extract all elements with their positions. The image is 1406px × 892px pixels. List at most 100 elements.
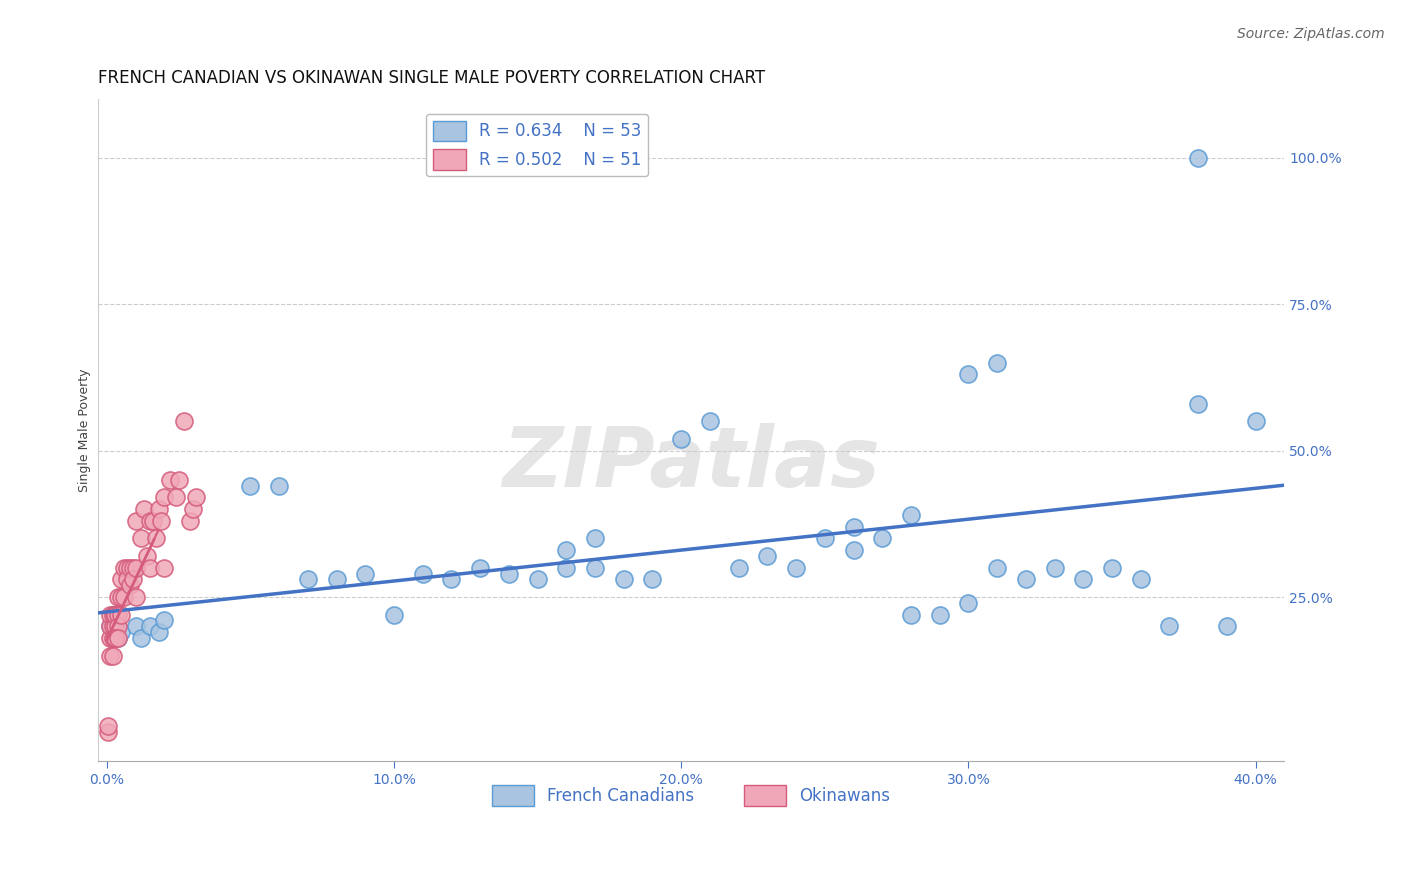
Point xyxy=(110,573,132,587)
Point xyxy=(121,561,143,575)
Point xyxy=(184,491,207,505)
Point xyxy=(121,573,143,587)
Point xyxy=(727,561,749,575)
Point xyxy=(101,631,124,645)
Point xyxy=(101,648,124,663)
Point xyxy=(124,561,146,575)
Point xyxy=(1101,561,1123,575)
Point xyxy=(526,573,548,587)
Point xyxy=(555,543,578,558)
Point xyxy=(107,631,129,645)
Point xyxy=(104,607,127,622)
Point xyxy=(842,520,865,534)
Point xyxy=(153,614,176,628)
Point xyxy=(107,631,129,645)
Point xyxy=(148,502,170,516)
Text: Source: ZipAtlas.com: Source: ZipAtlas.com xyxy=(1237,27,1385,41)
Point xyxy=(148,625,170,640)
Point xyxy=(269,479,291,493)
Point xyxy=(1159,619,1181,633)
Point xyxy=(671,432,693,446)
Point xyxy=(124,514,146,528)
Point xyxy=(986,356,1008,370)
Point xyxy=(112,590,135,604)
Point xyxy=(325,573,347,587)
Point xyxy=(440,573,463,587)
Point xyxy=(957,368,980,382)
Point xyxy=(900,607,922,622)
Point xyxy=(112,561,135,575)
Point xyxy=(181,502,204,516)
Point xyxy=(129,631,152,645)
Point xyxy=(97,719,120,733)
Point xyxy=(555,561,578,575)
Point xyxy=(842,543,865,558)
Point xyxy=(98,607,121,622)
Point xyxy=(1015,573,1038,587)
Point xyxy=(167,473,190,487)
Legend: French Canadians, Okinawans: French Canadians, Okinawans xyxy=(485,779,897,813)
Point xyxy=(104,619,127,633)
Point xyxy=(1129,573,1152,587)
Point xyxy=(110,590,132,604)
Point xyxy=(814,532,837,546)
Point xyxy=(104,631,127,645)
Point xyxy=(142,514,165,528)
Point xyxy=(641,573,664,587)
Point xyxy=(134,502,156,516)
Text: FRENCH CANADIAN VS OKINAWAN SINGLE MALE POVERTY CORRELATION CHART: FRENCH CANADIAN VS OKINAWAN SINGLE MALE … xyxy=(98,69,765,87)
Point xyxy=(159,473,181,487)
Point xyxy=(139,514,162,528)
Point xyxy=(139,619,162,633)
Point xyxy=(583,532,606,546)
Point xyxy=(583,561,606,575)
Point xyxy=(110,607,132,622)
Point xyxy=(98,631,121,645)
Y-axis label: Single Male Poverty: Single Male Poverty xyxy=(79,368,91,491)
Text: ZIPatlas: ZIPatlas xyxy=(502,423,880,504)
Point xyxy=(145,532,167,546)
Point xyxy=(101,619,124,633)
Point xyxy=(115,573,138,587)
Point xyxy=(104,631,127,645)
Point xyxy=(239,479,262,493)
Point xyxy=(470,561,492,575)
Point xyxy=(1187,397,1209,411)
Point xyxy=(870,532,893,546)
Point xyxy=(756,549,779,563)
Point xyxy=(118,578,141,592)
Point xyxy=(98,619,121,633)
Point xyxy=(104,607,127,622)
Point xyxy=(115,561,138,575)
Point xyxy=(107,590,129,604)
Point xyxy=(139,561,162,575)
Point xyxy=(986,561,1008,575)
Point xyxy=(107,619,129,633)
Point xyxy=(98,648,121,663)
Point xyxy=(110,625,132,640)
Point xyxy=(900,508,922,522)
Point xyxy=(785,561,807,575)
Point xyxy=(354,566,377,581)
Point xyxy=(97,724,120,739)
Point xyxy=(153,561,176,575)
Point xyxy=(150,514,173,528)
Point xyxy=(699,414,721,428)
Point xyxy=(1187,151,1209,165)
Point xyxy=(928,607,950,622)
Point xyxy=(173,414,195,428)
Point xyxy=(382,607,405,622)
Point xyxy=(124,590,146,604)
Point xyxy=(179,514,201,528)
Point xyxy=(1043,561,1066,575)
Point xyxy=(1071,573,1094,587)
Point xyxy=(101,607,124,622)
Point xyxy=(98,619,121,633)
Point xyxy=(124,619,146,633)
Point xyxy=(104,619,127,633)
Point xyxy=(613,573,636,587)
Point xyxy=(1216,619,1239,633)
Point xyxy=(498,566,520,581)
Point xyxy=(412,566,434,581)
Point xyxy=(153,491,176,505)
